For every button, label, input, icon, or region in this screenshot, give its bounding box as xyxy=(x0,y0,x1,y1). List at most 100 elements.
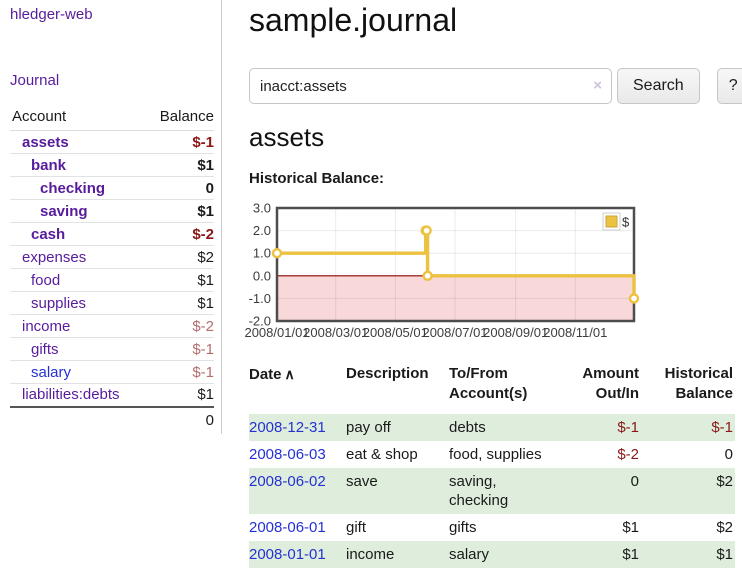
transaction-date-link[interactable]: 2008-06-01 xyxy=(249,519,326,536)
register-header-date-label: Date xyxy=(249,366,282,383)
transaction-row[interactable]: 2008-06-01 gift gifts $1 $2 xyxy=(249,514,735,541)
account-row: cash $-2 xyxy=(10,222,214,246)
transaction-row[interactable]: 2008-06-03 eat & shop food, supplies $-2 0 xyxy=(249,441,735,468)
account-row: assets $-1 xyxy=(10,131,214,154)
transaction-date-link[interactable]: 2008-06-03 xyxy=(249,446,326,463)
account-link[interactable]: salary xyxy=(31,363,72,381)
account-name-cell: saving xyxy=(10,199,145,223)
register-table: Date ∧ Description To/From Account(s) Amo… xyxy=(249,362,735,568)
account-link[interactable]: supplies xyxy=(31,294,87,312)
account-name-cell: assets xyxy=(10,131,145,154)
account-link[interactable]: income xyxy=(22,317,71,335)
x-axis-tick-label: 2008/01/01 xyxy=(244,325,309,340)
sidebar-item-journal[interactable]: Journal xyxy=(10,72,60,89)
transaction-balance: $2 xyxy=(716,519,733,536)
transaction-accounts: debts xyxy=(449,419,486,436)
transaction-accounts: food, supplies xyxy=(449,446,542,463)
x-axis-tick-label: 2008/11/01 xyxy=(543,325,607,340)
chart-legend-swatch xyxy=(605,215,618,228)
account-balance: $-1 xyxy=(192,133,214,151)
account-name-cell: salary xyxy=(10,360,145,384)
account-link[interactable]: bank xyxy=(31,156,67,174)
account-link[interactable]: assets xyxy=(22,133,69,151)
account-row: checking 0 xyxy=(10,176,214,200)
app-brand-link[interactable]: hledger-web xyxy=(10,6,93,23)
chart-data-point xyxy=(628,293,640,304)
transaction-date-link[interactable]: 2008-01-01 xyxy=(249,546,326,563)
transaction-amount: $1 xyxy=(622,546,639,563)
transaction-row[interactable]: 2008-12-31 pay off debts $-1 $-1 xyxy=(249,414,735,441)
register-header-amount: Amount Out/In xyxy=(582,365,639,402)
transaction-date-cell: 2008-12-31 xyxy=(249,414,346,441)
account-name-cell: expenses xyxy=(10,245,145,269)
register-header-description: Description xyxy=(346,365,429,382)
account-balance: $2 xyxy=(144,245,214,269)
account-name-cell: bank xyxy=(10,153,145,177)
account-row: liabilities:debts $1 xyxy=(10,383,214,407)
register-header-date[interactable]: Date ∧ xyxy=(249,362,346,414)
account-balance: $1 xyxy=(144,199,214,223)
account-heading: assets xyxy=(249,122,325,152)
y-axis-tick-label: 1.0 xyxy=(253,246,271,261)
transaction-description: pay off xyxy=(346,419,391,436)
account-balance: $1 xyxy=(144,383,214,407)
transaction-date-cell: 2008-06-03 xyxy=(249,441,346,468)
account-name-cell: liabilities:debts xyxy=(10,383,145,407)
account-name-cell: food xyxy=(10,268,145,292)
transaction-amount: $-2 xyxy=(617,446,639,463)
transaction-row[interactable]: 2008-01-01 income salary $1 $1 xyxy=(249,541,735,568)
transaction-accounts: salary xyxy=(449,546,490,563)
help-button[interactable]: ? xyxy=(716,68,742,104)
account-name-cell: income xyxy=(10,314,145,338)
transaction-row[interactable]: 2008-06-02 save saving, checking 0 $2 xyxy=(249,468,735,514)
y-axis-tick-label: 3.0 xyxy=(253,201,271,216)
account-link[interactable]: expenses xyxy=(22,248,87,266)
account-link[interactable]: liabilities:debts xyxy=(22,386,120,404)
account-balance: 0 xyxy=(144,176,214,200)
search-button[interactable]: Search xyxy=(617,68,700,104)
y-axis-tick-label: -2.0 xyxy=(249,314,271,329)
y-axis-tick-label: 0.0 xyxy=(253,268,271,283)
account-name-cell: cash xyxy=(10,222,145,246)
chart-data-point xyxy=(271,248,283,259)
x-axis-tick-label: 2008/05/01 xyxy=(363,325,428,340)
account-link[interactable]: checking xyxy=(40,179,106,197)
search-input[interactable] xyxy=(249,68,612,104)
chart-title: Historical Balance: xyxy=(249,170,385,187)
account-link[interactable]: cash xyxy=(31,225,66,243)
transaction-description: gift xyxy=(346,519,367,536)
account-link[interactable]: gifts xyxy=(31,340,59,358)
account-balance: $-2 xyxy=(144,314,214,338)
chart-data-point xyxy=(421,225,432,236)
account-balance: $-1 xyxy=(144,337,214,361)
account-row: gifts $-1 xyxy=(10,337,214,361)
search-bar: × Search ? xyxy=(249,68,742,104)
accounts-total-spacer xyxy=(10,405,145,431)
transaction-balance: $1 xyxy=(716,546,733,563)
account-name-cell: supplies xyxy=(10,291,145,315)
account-name-cell: gifts xyxy=(10,337,145,361)
account-name-cell: checking xyxy=(10,176,145,200)
sort-ascending-icon: ∧ xyxy=(284,366,295,382)
account-row: salary $-1 xyxy=(10,360,214,384)
transaction-date-cell: 2008-06-02 xyxy=(249,468,346,514)
transaction-balance: $2 xyxy=(716,473,733,490)
clear-search-icon[interactable]: × xyxy=(593,77,602,94)
y-axis-tick-label: 2.0 xyxy=(253,223,271,238)
y-axis-tick-label: -1.0 xyxy=(249,291,271,306)
chart-data-point xyxy=(422,270,433,282)
x-axis-tick-label: 2008/09/01 xyxy=(483,325,548,340)
page-title: sample.journal xyxy=(249,2,458,38)
chart-border xyxy=(275,206,636,323)
transaction-date-link[interactable]: 2008-06-02 xyxy=(249,473,326,490)
transaction-amount: $1 xyxy=(622,519,639,536)
account-link[interactable]: food xyxy=(31,271,61,289)
transaction-date-link[interactable]: 2008-12-31 xyxy=(249,419,326,436)
register-header-balance: Historical Balance xyxy=(664,365,733,402)
account-link[interactable]: saving xyxy=(40,202,88,220)
x-axis-tick-label: 2008/03/01 xyxy=(303,325,368,340)
transaction-description: income xyxy=(346,546,395,563)
transaction-balance: $-1 xyxy=(711,419,733,436)
register-header-row: Date ∧ Description To/From Account(s) Amo… xyxy=(249,362,735,414)
account-balance: $-2 xyxy=(144,222,214,246)
